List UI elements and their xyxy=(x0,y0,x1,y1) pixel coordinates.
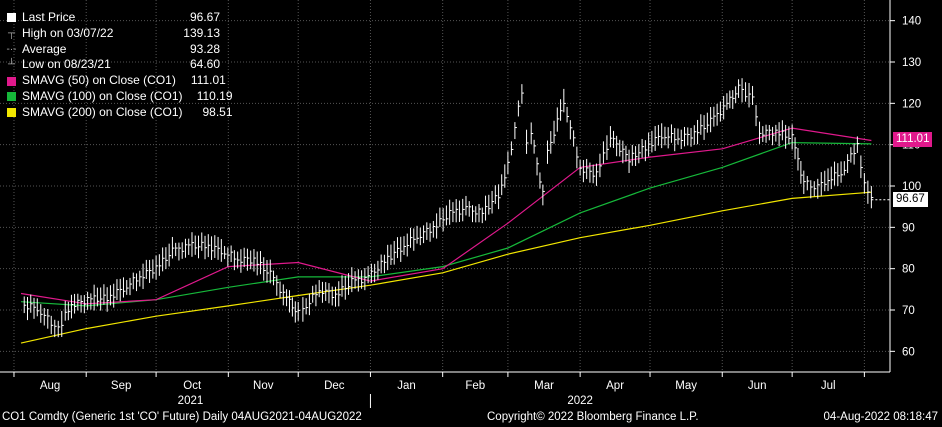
y-tick-label: 100 xyxy=(902,181,921,193)
legend-value: 110.19 xyxy=(196,88,233,103)
y-tick-label: 70 xyxy=(902,305,915,317)
x-tick-label: May xyxy=(675,380,697,392)
footer-security-info: CO1 Comdty (Generic 1st 'CO' Future) Dai… xyxy=(2,411,362,423)
legend-label: Last Price xyxy=(22,10,76,24)
legend-label: High on 03/07/22 xyxy=(22,25,114,40)
year-label: 2021 xyxy=(178,395,204,407)
series-line-smavg-200 xyxy=(20,191,872,344)
legend-value: 64.60 xyxy=(189,57,220,72)
legend-label: SMAVG (200) on Close (CO1) xyxy=(22,104,183,119)
legend-row-smavg-200: SMAVG (200) on Close (CO1) 98.51 xyxy=(6,104,233,121)
y-tick-label: 80 xyxy=(902,264,915,276)
legend-value: 93.28 xyxy=(189,41,220,56)
x-tick-label: Jan xyxy=(397,380,416,392)
footer-copyright: Copyright© 2022 Bloomberg Finance L.P. xyxy=(487,411,699,423)
square-marker-icon xyxy=(6,12,17,23)
high-marker-icon: ┬ xyxy=(7,27,16,39)
x-tick-label: Oct xyxy=(183,380,202,392)
y-tick-label: 60 xyxy=(902,346,915,358)
x-tick-label: Dec xyxy=(324,380,345,392)
y-tick-label: 130 xyxy=(902,57,921,69)
legend-value: 111.01 xyxy=(190,73,226,88)
x-tick-label: Jul xyxy=(821,380,836,392)
legend-row-low: ┴ Low on 08/23/21 64.60 xyxy=(6,57,220,73)
x-tick-label: Mar xyxy=(534,380,554,392)
footer-bar: CO1 Comdty (Generic 1st 'CO' Future) Dai… xyxy=(0,409,942,427)
legend-value: 98.51 xyxy=(202,104,233,119)
legend-label: SMAVG (100) on Close (CO1) xyxy=(22,88,183,103)
x-tick-label: Apr xyxy=(606,380,624,392)
legend-label: Low on 08/23/21 xyxy=(22,57,111,72)
square-marker-icon xyxy=(6,76,17,87)
legend-row-smavg-50: SMAVG (50) on Close (CO1) 111.01 xyxy=(6,73,226,89)
low-marker-icon: ┴ xyxy=(7,59,16,71)
legend-row-smavg-100: SMAVG (100) on Close (CO1) 110.19 xyxy=(6,88,233,105)
legend-row-last-price: Last Price 96.67 xyxy=(6,10,220,26)
y-tick-label: 120 xyxy=(902,98,921,110)
year-label: 2022 xyxy=(567,395,593,407)
y-tick-label: 90 xyxy=(902,222,915,234)
x-tick-label: Jun xyxy=(748,380,767,392)
legend-row-average: -·- Average 93.28 xyxy=(6,41,221,58)
footer-timestamp: 04-Aug-2022 08:18:47 xyxy=(823,411,938,423)
legend-label: Average xyxy=(22,41,67,56)
legend-value: 139.13 xyxy=(183,25,220,40)
average-marker-icon: -·- xyxy=(6,43,17,55)
legend-value: 96.67 xyxy=(189,10,220,24)
x-tick-label: Nov xyxy=(253,380,274,392)
legend-label: SMAVG (50) on Close (CO1) xyxy=(22,73,176,88)
chart-legend: Last Price 96.67 ┬ High on 03/07/22 139.… xyxy=(6,10,233,121)
price-tag-last-price: 96.67 xyxy=(893,191,928,207)
legend-row-high: ┬ High on 03/07/22 139.13 xyxy=(6,26,220,42)
x-tick-label: Aug xyxy=(40,380,60,392)
y-tick-label: 140 xyxy=(902,16,921,28)
x-tick-label: Sep xyxy=(111,380,131,392)
square-marker-icon xyxy=(6,91,17,102)
price-tag-smavg-50: 111.01 xyxy=(893,132,933,148)
square-marker-icon xyxy=(6,107,17,118)
x-tick-label: Feb xyxy=(465,380,485,392)
series-line-smavg-50 xyxy=(20,127,872,305)
